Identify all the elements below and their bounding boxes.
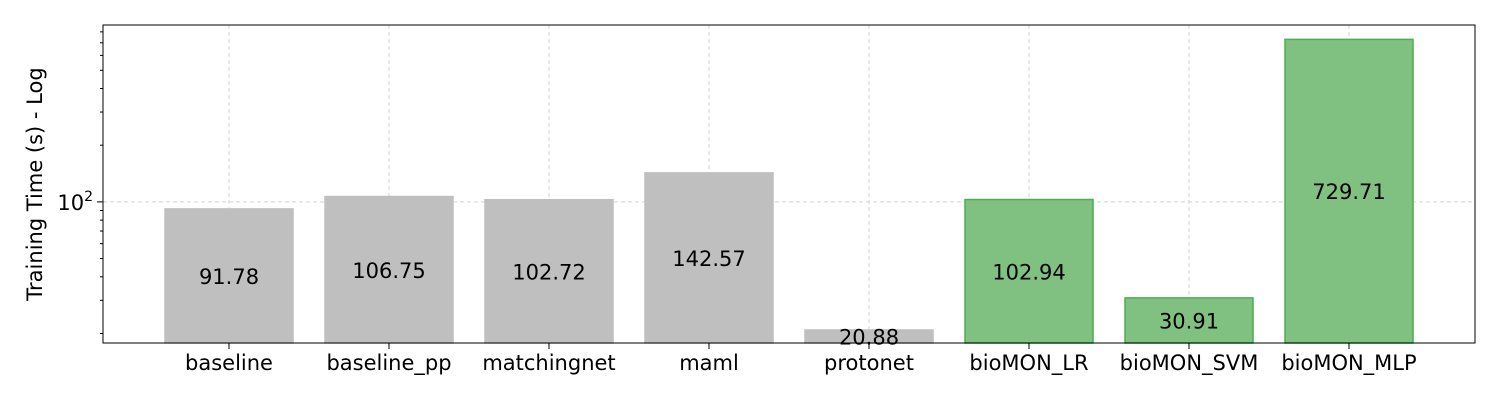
y-tick-label: 102 — [57, 189, 93, 215]
y-axis-ticks: 102 — [57, 31, 103, 334]
data-label-maml: 142.57 — [672, 247, 745, 271]
data-label-matchingnet: 102.72 — [512, 260, 585, 284]
bar-baseline_pp — [324, 195, 454, 344]
x-tick-label-bioMON_MLP: bioMON_MLP — [1281, 351, 1416, 376]
bars — [164, 38, 1414, 344]
data-label-baseline: 91.78 — [199, 265, 259, 289]
data-label-baseline_pp: 106.75 — [352, 259, 425, 283]
x-tick-label-matchingnet: matchingnet — [482, 351, 615, 375]
data-label-bioMON_SVM: 30.91 — [1159, 309, 1219, 333]
x-tick-label-protonet: protonet — [824, 351, 914, 375]
y-axis-title: Training Time (s) - Log — [23, 67, 47, 301]
bar-bioMON_MLP — [1284, 38, 1414, 344]
bar-bioMON_SVM — [1124, 297, 1254, 344]
x-tick-label-baseline: baseline — [185, 351, 273, 375]
x-tick-label-bioMON_SVM: bioMON_SVM — [1120, 351, 1259, 376]
x-axis-ticks: baseline baseline_pp matchingnet maml proton… — [185, 343, 1417, 376]
x-tick-label-baseline_pp: baseline_pp — [326, 351, 451, 376]
data-label-bioMON_MLP: 729.71 — [1312, 180, 1385, 204]
data-label-bioMON_LR: 102.94 — [992, 260, 1065, 284]
x-tick-label-maml: maml — [679, 351, 739, 375]
bar-bioMON_LR — [964, 198, 1094, 344]
plot-frame — [102, 24, 1476, 344]
grid-lines — [103, 25, 1475, 343]
bar-matchingnet — [484, 198, 614, 344]
bar-maml — [644, 172, 774, 344]
bar-baseline — [164, 208, 294, 344]
x-tick-label-bioMON_LR: bioMON_LR — [969, 351, 1088, 376]
